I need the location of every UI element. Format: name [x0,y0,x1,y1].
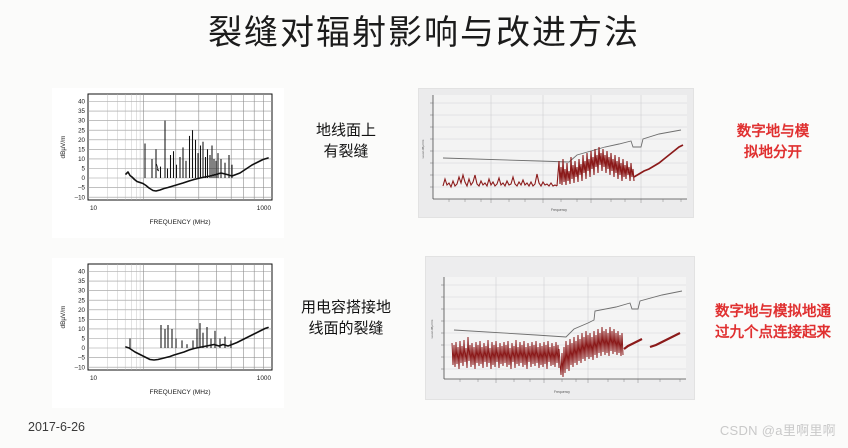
caption-ground-plane-slot: 地线面上 有裂缝 [315,123,376,160]
measurement-plot-separated-grounds-svg: Frequency Level dBµV/m [419,89,693,217]
svg-text:Level dBµV/m: Level dBµV/m [421,139,425,158]
svg-text:40: 40 [78,269,85,276]
emi-chart-bonded-slot-svg: 40 35 30 25 20 15 10 5 0 –5 –10 dBµV/m [60,263,273,396]
svg-text:10: 10 [78,156,85,163]
emi-chart-bonded-slot: 40 35 30 25 20 15 10 5 0 –5 –10 dBµV/m [52,258,284,408]
svg-text:20: 20 [78,307,85,314]
svg-text:5: 5 [82,336,86,343]
page-title: 裂缝对辐射影响与改进方法 [208,15,640,52]
caption-capacitor-bonding: 用电容搭接地 线面的裂缝 [300,300,391,337]
svg-text:0: 0 [82,175,86,182]
svg-text:10: 10 [90,375,98,382]
svg-text:20: 20 [78,137,85,144]
csdn-watermark: CSDN @a里啊里啊 [719,423,836,438]
svg-text:25: 25 [78,297,85,304]
svg-text:5: 5 [82,166,86,173]
svg-text:dBµV/m: dBµV/m [60,306,67,329]
measurement-plot-nine-point-bond: Measurement B-CE 3 RT (Radiated) [425,256,695,400]
svg-text:–10: –10 [75,364,86,371]
emi-chart-with-slot: 40 35 30 25 20 15 10 5 0 –5 –10 dBµV/m [52,88,284,238]
svg-text:FREQUENCY (MHz): FREQUENCY (MHz) [149,219,210,226]
svg-text:1000: 1000 [257,375,272,382]
annotation-separate-grounds: 数字地与模 拟地分开 [736,124,810,161]
svg-text:15: 15 [78,316,85,323]
svg-text:FREQUENCY (MHz): FREQUENCY (MHz) [149,389,210,396]
slide-date: 2017-6-26 [28,420,85,434]
svg-text:35: 35 [78,278,85,285]
svg-text:0: 0 [82,345,86,352]
svg-text:–5: –5 [78,355,85,362]
svg-text:10: 10 [90,205,98,212]
svg-text:Frequency: Frequency [554,390,570,394]
svg-text:30: 30 [78,288,85,295]
annotation-nine-point-bond: 数字地与模拟地通 过九个点连接起来 [715,304,831,341]
svg-text:30: 30 [78,118,85,125]
svg-text:Level dBµV/m: Level dBµV/m [430,319,434,338]
svg-text:40: 40 [78,99,85,106]
svg-text:–5: –5 [78,185,85,192]
measurement-plot-separated-grounds: Frequency Level dBµV/m [418,88,694,218]
svg-text:35: 35 [78,108,85,115]
svg-text:Frequency: Frequency [551,208,567,212]
emi-chart-with-slot-svg: 40 35 30 25 20 15 10 5 0 –5 –10 dBµV/m [60,93,273,226]
measurement-plot-nine-point-bond-svg: Frequency Level dBµV/m [426,257,694,399]
svg-text:15: 15 [78,146,85,153]
svg-text:dBµV/m: dBµV/m [60,136,67,159]
svg-text:–10: –10 [75,194,86,201]
svg-text:1000: 1000 [257,205,272,212]
svg-text:10: 10 [78,326,85,333]
svg-text:25: 25 [78,127,85,134]
